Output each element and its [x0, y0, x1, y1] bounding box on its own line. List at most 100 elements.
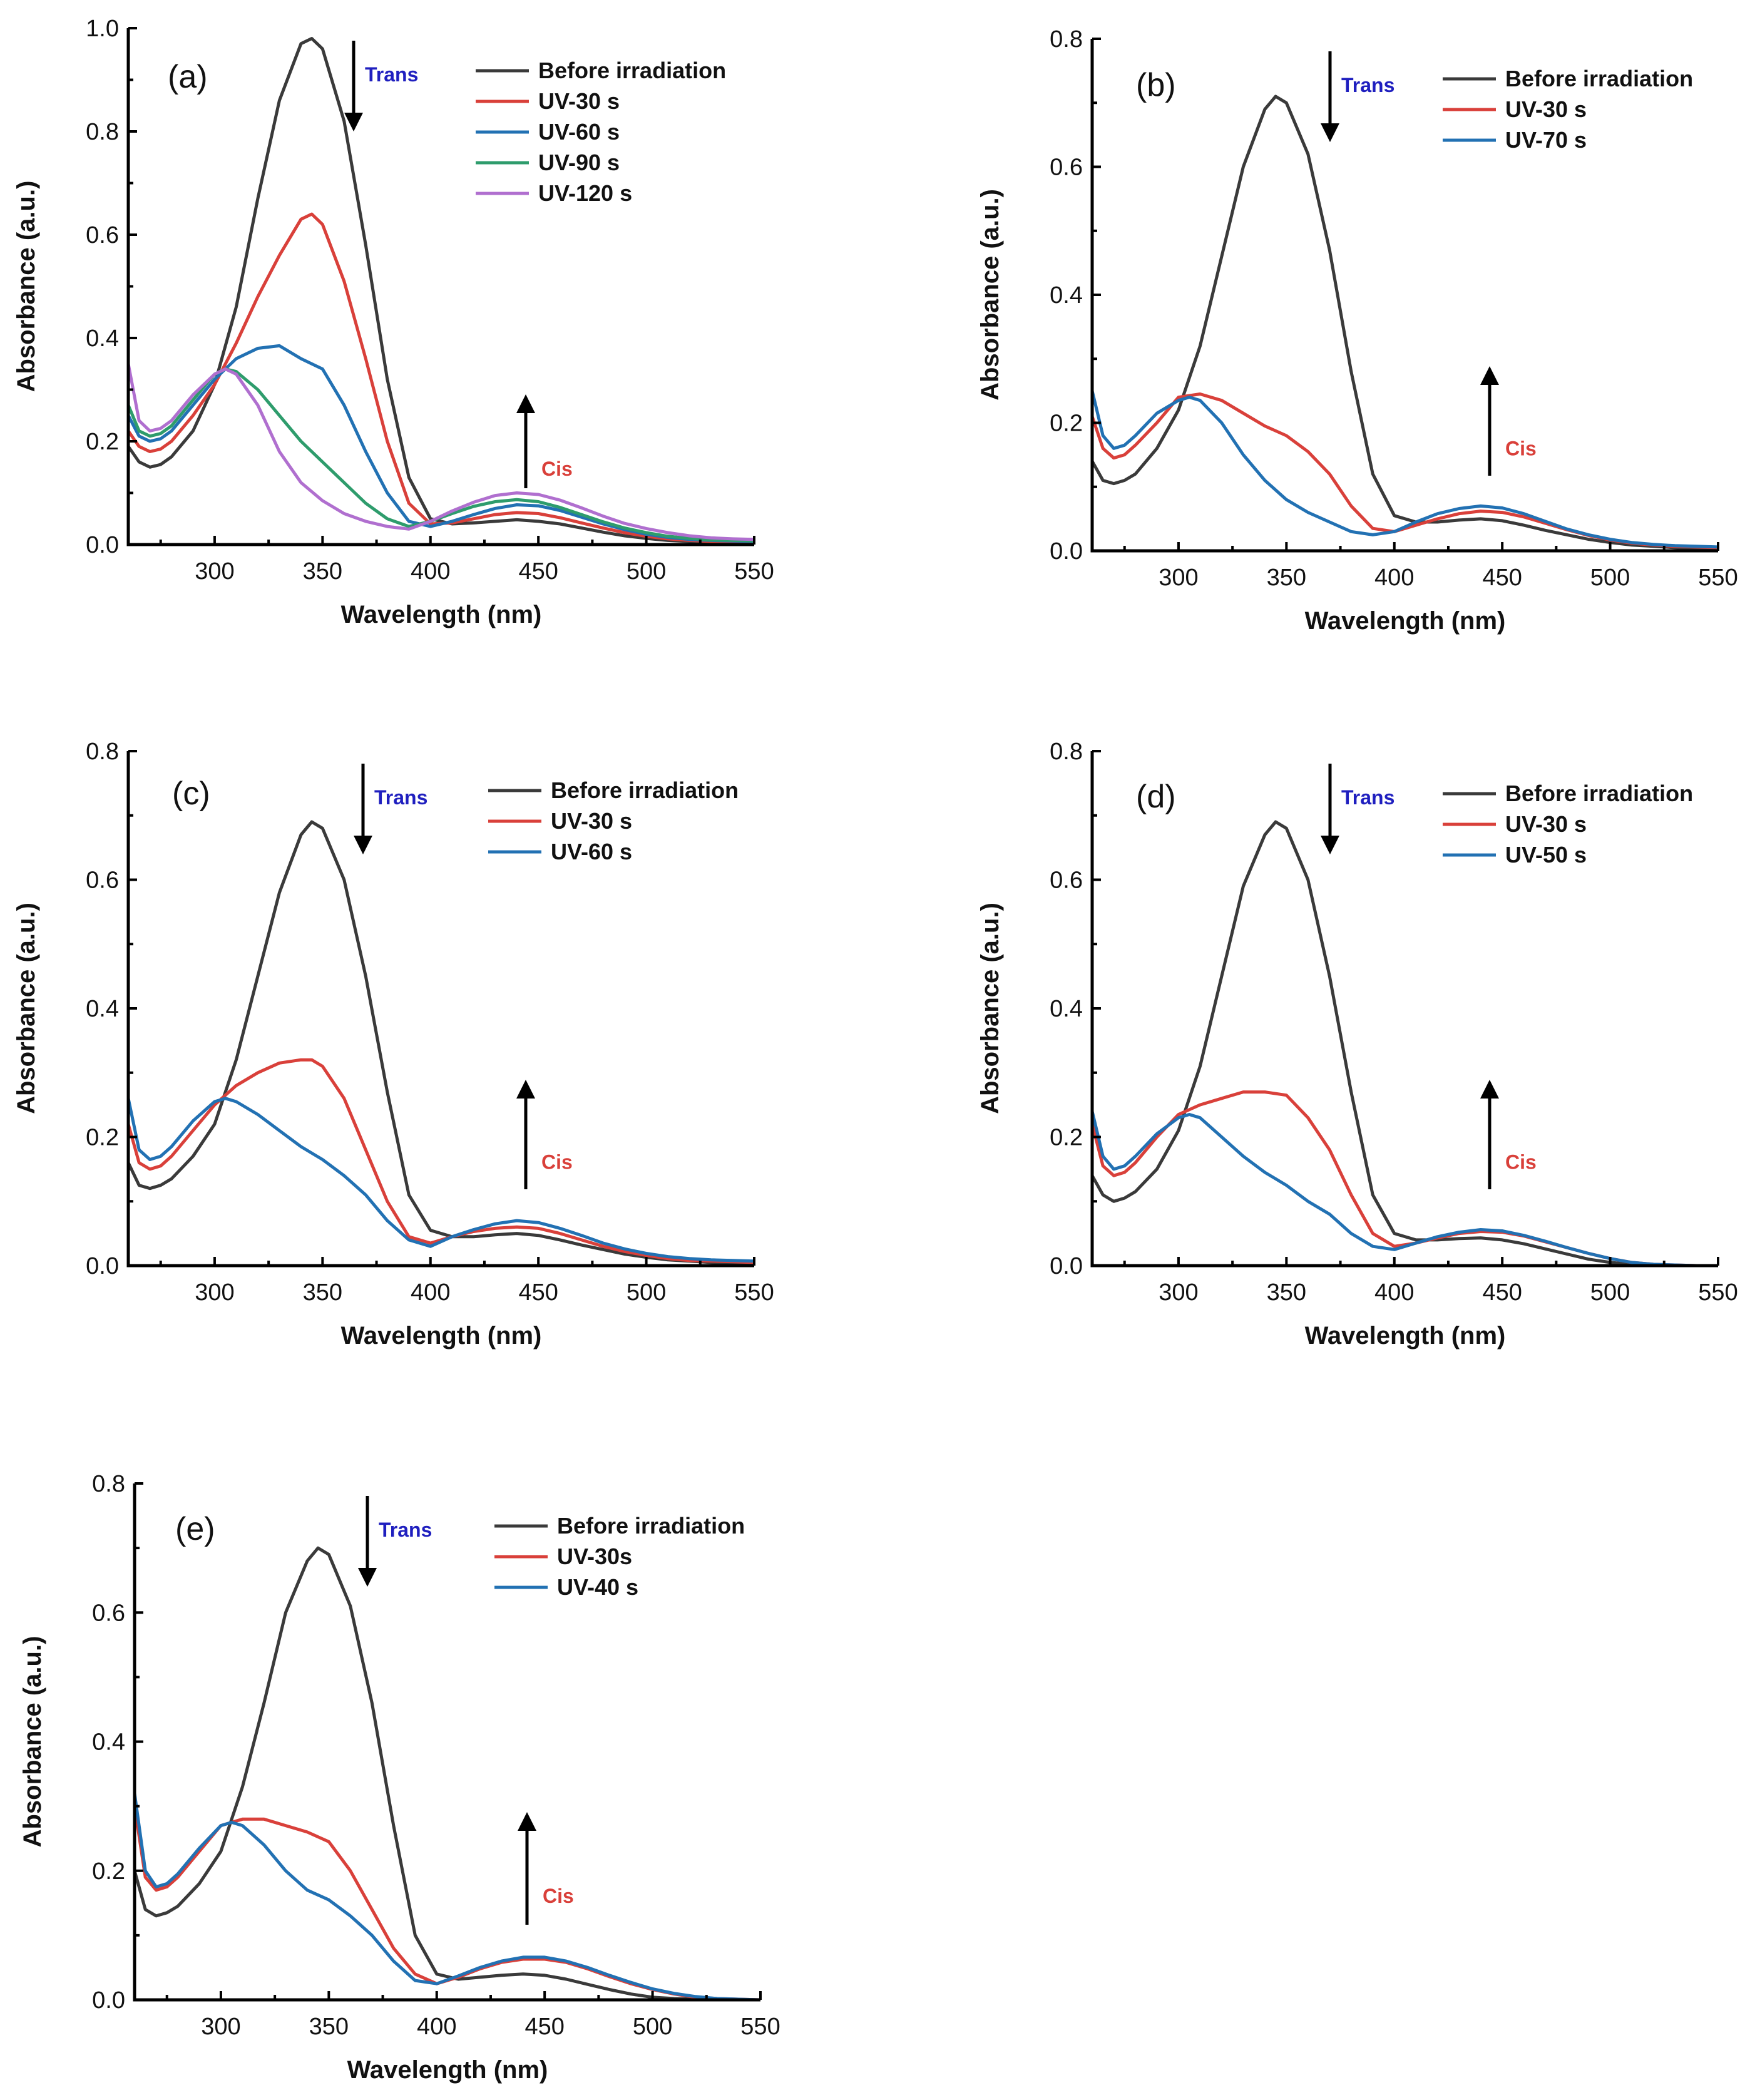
- x-tick-label: 400: [1374, 565, 1414, 591]
- x-axis-label: Wavelength (nm): [1305, 607, 1506, 635]
- y-tick-label: 0.4: [86, 325, 119, 352]
- series-line-uv-50-s: [1092, 1109, 1718, 1266]
- chart-panel-b: 300 350 400 450 500 550 0.0 0.2 0.4 0.6 0.8 Wavelen…: [976, 26, 1738, 635]
- legend-label: UV-50 s: [1505, 842, 1587, 868]
- trans-annotation: Trans: [365, 63, 418, 86]
- legend-label: UV-30 s: [538, 88, 620, 114]
- y-tick-label: 0.0: [86, 1253, 119, 1279]
- series-line-uv-70-s: [1092, 389, 1718, 549]
- y-tick-label: 0.2: [86, 1125, 119, 1151]
- legend: Before irradiation UV-30s UV-40 s: [494, 1513, 745, 1600]
- legend-label: UV-70 s: [1505, 127, 1587, 153]
- legend-label: UV-30 s: [1505, 96, 1587, 122]
- y-tick-label: 0.0: [1050, 538, 1083, 565]
- legend-label: UV-30s: [557, 1544, 632, 1569]
- legend-label: Before irradiation: [551, 777, 739, 803]
- legend: Before irradiation UV-30 s UV-60 s: [488, 777, 739, 864]
- panel-label: (d): [1136, 779, 1176, 815]
- y-tick-label: 0.0: [92, 1987, 125, 2014]
- x-tick-label: 300: [201, 2014, 240, 2040]
- chart-panel-d: 300 350 400 450 500 550 0.0 0.2 0.4 0.6 0.8 Wavelen…: [976, 739, 1738, 1350]
- y-tick-label: 0.2: [86, 429, 119, 455]
- x-axis-label: Wavelength (nm): [347, 2056, 548, 2084]
- x-tick-label: 350: [303, 1279, 342, 1306]
- y-axis-label: Absorbance (a.u.): [976, 189, 1004, 401]
- y-tick-label: 0.8: [86, 739, 119, 765]
- trans-annotation: Trans: [1341, 74, 1394, 96]
- x-tick-label: 550: [740, 2014, 780, 2040]
- series-line-before-irradiation: [135, 1546, 760, 2000]
- y-tick-label: 0.6: [1050, 155, 1083, 181]
- legend-label: UV-40 s: [557, 1574, 638, 1600]
- trans-annotation: Trans: [379, 1519, 432, 1541]
- x-tick-label: 450: [524, 2014, 564, 2040]
- y-tick-label: 0.6: [86, 868, 119, 894]
- y-tick-label: 0.2: [92, 1858, 125, 1885]
- y-tick-label: 0.2: [1050, 1125, 1083, 1151]
- legend-label: UV-30 s: [551, 808, 632, 834]
- trans-annotation: Trans: [374, 786, 427, 809]
- x-tick-label: 400: [411, 1279, 450, 1306]
- x-tick-label: 500: [627, 558, 666, 585]
- x-tick-label: 550: [734, 1279, 774, 1306]
- legend: Before irradiation UV-30 s UV-50 s: [1443, 781, 1693, 868]
- x-axis-label: Wavelength (nm): [1305, 1322, 1506, 1350]
- x-tick-label: 350: [303, 558, 342, 585]
- series-line-before-irradiation: [128, 820, 754, 1265]
- y-tick-label: 0.4: [1050, 282, 1083, 309]
- x-tick-label: 300: [195, 558, 234, 585]
- series-line-uv-30s: [135, 1805, 760, 2000]
- series-line-uv-60-s: [128, 344, 754, 543]
- axes: [1090, 751, 1718, 1268]
- x-tick-label: 450: [1482, 565, 1522, 591]
- y-tick-label: 0.8: [86, 119, 119, 145]
- y-tick-label: 0.4: [86, 996, 119, 1022]
- axes: [126, 28, 754, 546]
- y-tick-label: 0.8: [1050, 26, 1083, 53]
- series-line-before-irradiation: [1092, 95, 1718, 550]
- series-line-uv-30-s: [128, 212, 754, 544]
- cis-annotation: Cis: [541, 458, 573, 480]
- x-tick-label: 500: [1590, 1279, 1630, 1306]
- y-tick-label: 0.6: [92, 1600, 125, 1626]
- x-tick-label: 400: [1374, 1279, 1414, 1306]
- x-tick-label: 500: [633, 2014, 672, 2040]
- series-line-uv-120-s: [128, 362, 754, 541]
- y-axis-label: Absorbance (a.u.): [19, 1636, 46, 1848]
- y-axis-label: Absorbance (a.u.): [13, 903, 40, 1114]
- legend: Before irradiation UV-30 s UV-60 s UV-90 s U…: [476, 58, 726, 206]
- cis-annotation: Cis: [1505, 1151, 1537, 1174]
- chart-panel-e: 300 350 400 450 500 550 0.0 0.2 0.4 0.6 0.8 Wavelen…: [19, 1471, 780, 2084]
- series-line-uv-30-s: [1092, 1090, 1718, 1266]
- legend-label: UV-90 s: [538, 150, 620, 175]
- legend-label: Before irradiation: [538, 58, 726, 83]
- x-tick-label: 450: [518, 1279, 558, 1306]
- x-tick-label: 450: [1482, 1279, 1522, 1306]
- cis-annotation: Cis: [1505, 438, 1537, 460]
- x-tick-label: 500: [627, 1279, 666, 1306]
- x-tick-label: 400: [411, 558, 450, 585]
- panel-label: (b): [1136, 67, 1176, 103]
- y-tick-label: 0.4: [92, 1729, 125, 1756]
- series-line-uv-40-s: [135, 1791, 760, 2000]
- y-tick-label: 0.8: [92, 1471, 125, 1497]
- panel-label: (c): [172, 776, 210, 812]
- x-tick-label: 350: [1267, 1279, 1306, 1306]
- y-tick-label: 0.2: [1050, 411, 1083, 437]
- legend-label: Before irradiation: [557, 1513, 745, 1539]
- series-line-before-irradiation: [1092, 820, 1718, 1266]
- chart-panel-a: 300 350 400 450 500 550 0.0 0.2 0.4 0.6 0.8 1.0 Wave…: [13, 16, 774, 628]
- axes: [1090, 39, 1718, 553]
- y-tick-label: 0.0: [86, 532, 119, 558]
- x-tick-label: 550: [734, 558, 774, 585]
- legend-label: UV-30 s: [1505, 811, 1587, 837]
- axes: [126, 751, 754, 1268]
- x-axis-label: Wavelength (nm): [341, 1322, 542, 1350]
- x-tick-label: 300: [1159, 565, 1198, 591]
- cis-annotation: Cis: [543, 1885, 574, 1907]
- x-tick-label: 550: [1698, 1279, 1737, 1306]
- legend-label: UV-60 s: [551, 839, 632, 864]
- y-tick-label: 0.0: [1050, 1253, 1083, 1279]
- series-line-before-irradiation: [128, 37, 754, 545]
